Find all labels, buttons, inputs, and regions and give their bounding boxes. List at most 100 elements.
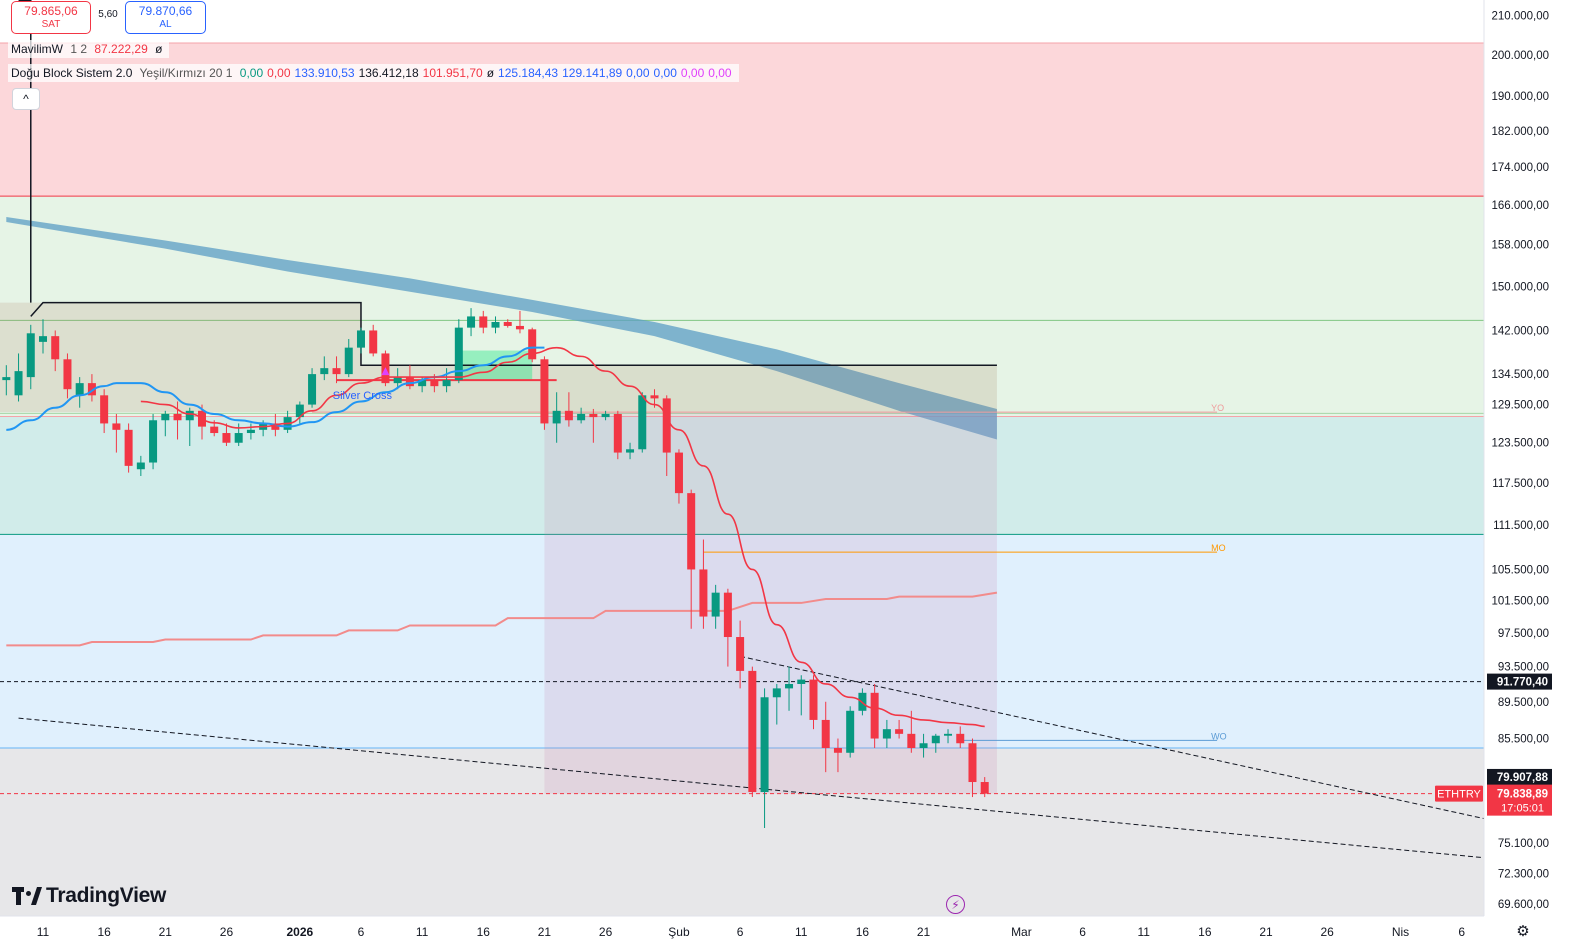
legend-dogu-value-11: 0,00 xyxy=(708,66,732,80)
candle-body-26 xyxy=(320,368,329,375)
candle-body-43 xyxy=(528,329,537,360)
sell-button[interactable]: 79.865,06 SAT xyxy=(11,1,91,34)
buy-price: 79.870,66 xyxy=(138,4,193,18)
y-tick-2: 190.000,00 xyxy=(1491,91,1549,103)
zone-4 xyxy=(0,747,1484,916)
last-price-tag-2 xyxy=(1487,784,1552,816)
candle-body-53 xyxy=(650,395,659,399)
candle-body-15 xyxy=(185,410,194,421)
legend-dogu-value-2: 133.910,53 xyxy=(294,66,355,80)
candle-body-41 xyxy=(503,322,512,326)
legend-mavilimw[interactable]: MavilimW 1 2 87.222,29 ø xyxy=(8,40,170,58)
x-tick-1: 16 xyxy=(97,925,111,939)
range-box-mid xyxy=(360,365,545,413)
candle-body-78 xyxy=(956,733,965,744)
candle-body-22 xyxy=(271,423,280,430)
x-tick-5: 6 xyxy=(358,925,365,939)
y-tick-18: 89.500,00 xyxy=(1498,697,1549,709)
x-tick-13: 16 xyxy=(856,925,870,939)
candle-body-80 xyxy=(980,782,989,794)
tradingview-logo-text: TradingView xyxy=(46,884,167,907)
price-tag-1 xyxy=(1487,768,1552,785)
y-tick-4: 174.000,00 xyxy=(1491,162,1549,174)
candle-body-35 xyxy=(430,380,439,387)
candle-body-59 xyxy=(723,592,732,638)
x-tick-7: 16 xyxy=(477,925,491,939)
gear-icon[interactable]: ⚙ xyxy=(1516,923,1530,940)
y-tick-17: 93.500,00 xyxy=(1498,662,1549,674)
candle-body-5 xyxy=(63,359,72,390)
candle-body-54 xyxy=(662,398,671,453)
candle-body-72 xyxy=(882,729,891,739)
y-tick-20: 75.100,00 xyxy=(1498,838,1549,850)
candle-body-48 xyxy=(589,413,598,418)
x-tick-9: 26 xyxy=(599,925,613,939)
y-tick-13: 111.500,00 xyxy=(1493,520,1549,532)
x-tick-20: 26 xyxy=(1320,925,1334,939)
y-tick-12: 117.500,00 xyxy=(1492,478,1549,490)
legend-dogu-value-4: 101.951,70 xyxy=(422,66,483,80)
candle-body-11 xyxy=(136,462,145,470)
candle-body-40 xyxy=(491,322,500,328)
legend-dogu-block[interactable]: Doğu Block Sistem 2.0 Yeşil/Kırmızı 20 1… xyxy=(8,64,739,82)
candle-body-51 xyxy=(626,449,635,453)
candle-body-45 xyxy=(552,410,561,424)
x-tick-8: 21 xyxy=(538,925,552,939)
buy-button[interactable]: 79.870,66 AL xyxy=(125,1,206,34)
y-tick-7: 150.000,00 xyxy=(1491,281,1549,293)
annotation-marker-1 xyxy=(381,367,390,376)
candle-body-69 xyxy=(846,710,855,753)
candle-body-49 xyxy=(601,413,610,418)
candle-body-1 xyxy=(14,371,23,396)
candle-body-74 xyxy=(907,733,916,748)
y-tick-8: 142.000,00 xyxy=(1491,325,1549,337)
y-tick-19: 85.500,00 xyxy=(1498,734,1549,746)
x-tick-6: 11 xyxy=(416,925,429,939)
candle-body-20 xyxy=(246,429,255,434)
level-label-2: WO xyxy=(1211,731,1227,741)
y-tick-16: 97.500,00 xyxy=(1498,628,1549,640)
zone-1 xyxy=(0,196,1484,417)
step-line-left xyxy=(18,0,32,303)
sell-label: SAT xyxy=(41,19,61,30)
candle-body-28 xyxy=(344,347,353,375)
candle-body-71 xyxy=(870,692,879,739)
candle-body-50 xyxy=(613,413,622,453)
x-tick-11: 6 xyxy=(737,925,744,939)
y-tick-5: 166.000,00 xyxy=(1491,200,1549,212)
candle-body-55 xyxy=(674,452,683,494)
lightning-icon[interactable]: ⚡ xyxy=(946,895,965,914)
trendline-1 xyxy=(740,655,1484,820)
candle-body-4 xyxy=(51,336,60,360)
candle-body-73 xyxy=(895,729,904,734)
x-tick-18: 16 xyxy=(1198,925,1212,939)
candle-body-75 xyxy=(919,743,928,748)
candle-body-14 xyxy=(173,413,182,421)
legend-mavilimw-name: MavilimW xyxy=(11,42,63,56)
legend-dogu-value-6: 125.184,43 xyxy=(498,66,559,80)
candle-body-17 xyxy=(210,426,219,434)
x-tick-17: 11 xyxy=(1137,925,1150,939)
legend-dogu-value-10: 0,00 xyxy=(680,66,705,80)
y-tick-15: 101.500,00 xyxy=(1491,596,1549,608)
annotation-0: Silver Cross xyxy=(333,390,393,402)
collapse-legend-button[interactable]: ^ xyxy=(12,88,40,110)
sell-price: 79.865,06 xyxy=(24,4,78,18)
time-axis-bg xyxy=(0,916,1572,952)
candle-body-12 xyxy=(149,420,158,463)
candle-body-61 xyxy=(748,670,757,793)
symbol-tag-bg xyxy=(1435,785,1483,802)
candle-body-8 xyxy=(100,395,109,424)
legend-dogu-value-1: 0,00 xyxy=(267,66,291,80)
legend-dogu-value-9: 0,00 xyxy=(653,66,677,80)
last-price-label: 79.838,89 xyxy=(1497,789,1548,801)
x-tick-21: Nis xyxy=(1392,925,1409,939)
candle-body-42 xyxy=(515,325,524,330)
plot-area[interactable]: YO MO WO Silver Cross xyxy=(0,0,1498,916)
spread-value: 5,60 xyxy=(98,9,118,20)
ma-red-line xyxy=(140,346,985,728)
y-tick-6: 158.000,00 xyxy=(1491,240,1549,252)
tradingview-logo[interactable]: TradingView xyxy=(12,884,166,908)
